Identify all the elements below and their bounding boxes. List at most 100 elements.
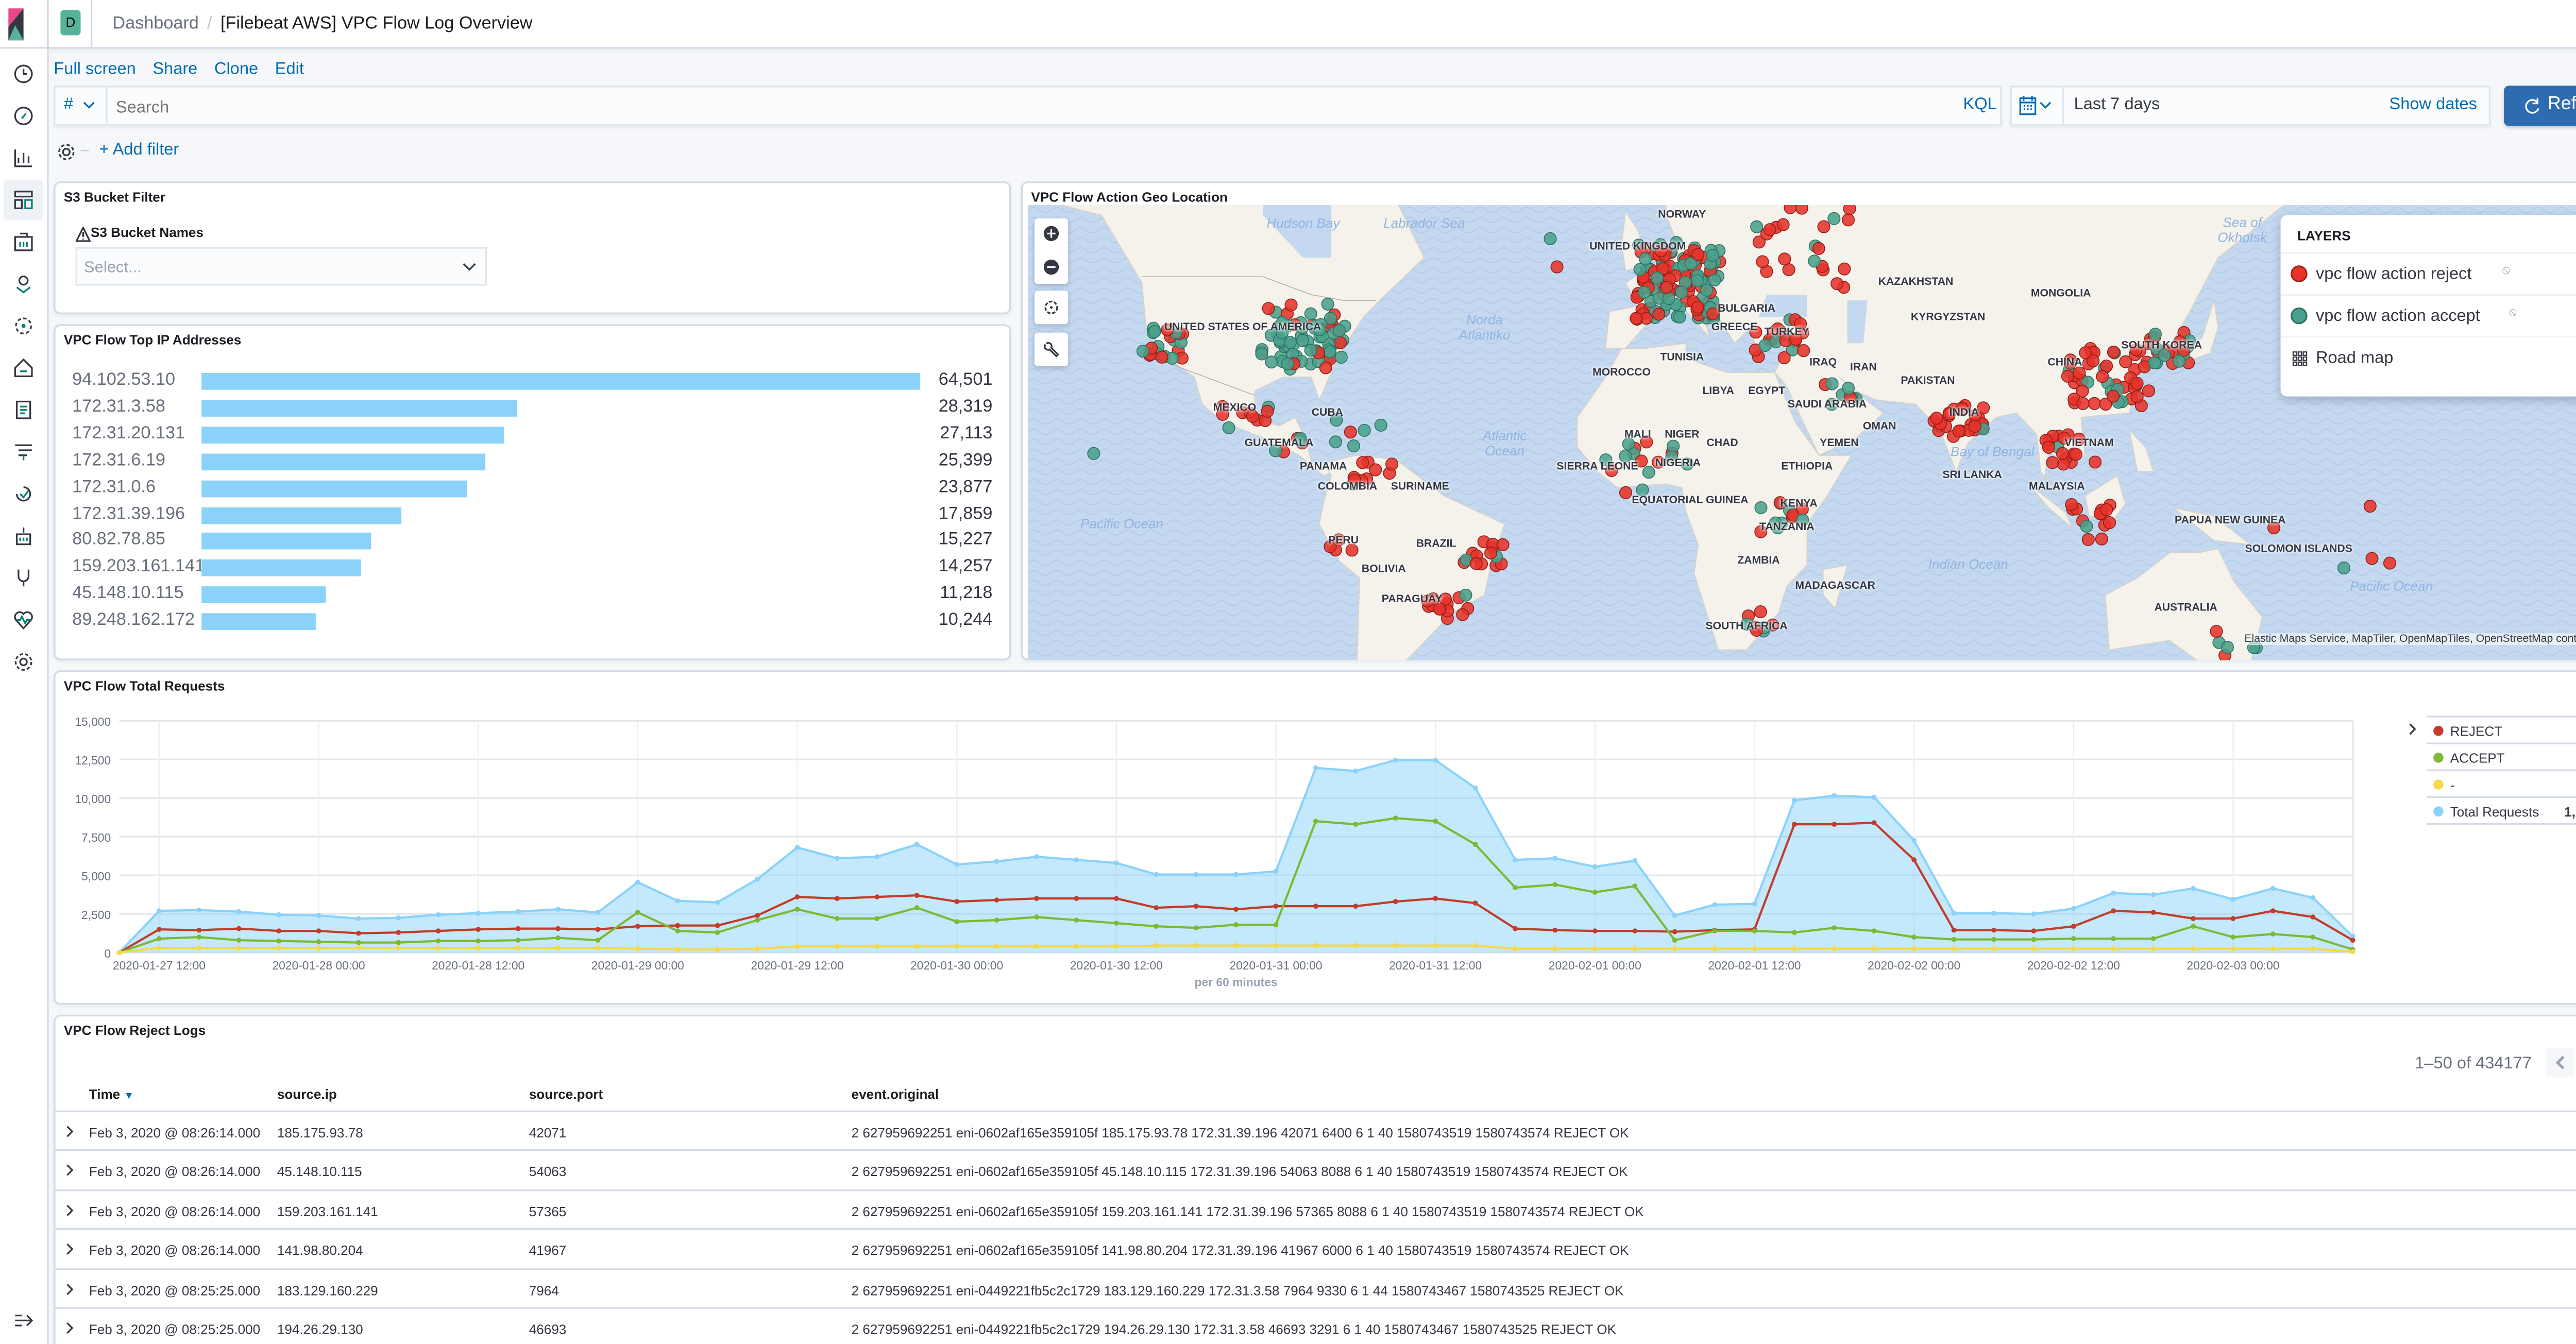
map-point-accept[interactable] <box>1825 377 1839 390</box>
data-point[interactable] <box>515 938 521 943</box>
map-point-reject[interactable] <box>1496 538 1510 552</box>
map-point-reject[interactable] <box>2065 498 2078 512</box>
map-point-reject[interactable] <box>1262 302 1275 315</box>
data-point[interactable] <box>1791 930 1797 935</box>
map-point-accept[interactable] <box>1740 617 1754 631</box>
map-point-accept[interactable] <box>1374 418 1387 432</box>
ip-bar[interactable] <box>201 480 468 497</box>
data-point[interactable] <box>1074 857 1079 863</box>
data-point[interactable] <box>1273 904 1279 909</box>
map-point-reject[interactable] <box>1706 307 1720 320</box>
map-point-reject[interactable] <box>2079 346 2092 360</box>
map-point-reject[interactable] <box>1319 361 1332 375</box>
ip-bar[interactable] <box>201 506 401 523</box>
data-point[interactable] <box>1871 928 1877 934</box>
data-point[interactable] <box>1911 838 1917 843</box>
map-point-accept[interactable] <box>1255 347 1268 361</box>
data-point[interactable] <box>635 910 640 915</box>
data-point[interactable] <box>874 916 880 922</box>
data-point[interactable] <box>1911 946 1917 951</box>
map-point-reject[interactable] <box>2076 384 2089 398</box>
data-point[interactable] <box>1752 946 1757 951</box>
table-row[interactable]: Feb 3, 2020 @ 08:26:14.000 45.148.10.115 5… <box>55 1150 2576 1190</box>
data-point[interactable] <box>276 912 281 917</box>
map-point-reject[interactable] <box>1843 205 1856 215</box>
visualize-icon[interactable] <box>10 144 37 171</box>
data-point[interactable] <box>2230 934 2236 940</box>
data-point[interactable] <box>914 944 920 949</box>
map-point-accept[interactable] <box>1324 312 1337 325</box>
data-point[interactable] <box>1353 904 1359 909</box>
data-point[interactable] <box>236 926 242 931</box>
map-point-accept[interactable] <box>1667 439 1680 453</box>
data-point[interactable] <box>1871 794 1877 800</box>
data-point[interactable] <box>1193 943 1199 948</box>
map-point-reject[interactable] <box>1246 410 1259 423</box>
map-point-accept[interactable] <box>1313 323 1327 336</box>
data-point[interactable] <box>2150 910 2156 915</box>
data-point[interactable] <box>1034 854 1039 860</box>
data-point[interactable] <box>1951 910 1957 916</box>
map-point-accept[interactable] <box>2221 640 2234 654</box>
data-point[interactable] <box>2111 908 2116 914</box>
map-point-reject[interactable] <box>1930 412 1943 425</box>
data-point[interactable] <box>1034 944 1039 949</box>
data-point[interactable] <box>1313 765 1318 771</box>
map-point-reject[interactable] <box>1605 464 1618 477</box>
data-point[interactable] <box>515 926 521 931</box>
map-point-accept[interactable] <box>1296 334 1309 347</box>
clock-icon[interactable] <box>10 60 37 87</box>
map-point-reject[interactable] <box>2046 456 2059 469</box>
map-point-reject[interactable] <box>1784 205 1797 214</box>
map-point-reject[interactable] <box>1777 351 1791 365</box>
data-point[interactable] <box>1353 768 1359 774</box>
kibana-logo[interactable] <box>0 0 47 49</box>
map-point-reject[interactable] <box>1656 262 1670 276</box>
data-point[interactable] <box>1273 922 1279 928</box>
map-point-reject[interactable] <box>1754 525 1768 538</box>
map-point-accept[interactable] <box>1690 274 1704 287</box>
data-point[interactable] <box>675 923 681 928</box>
data-point[interactable] <box>1752 901 1757 907</box>
map-point-accept[interactable] <box>1136 345 1149 358</box>
data-point[interactable] <box>396 930 401 935</box>
map-point-reject[interactable] <box>1155 350 1168 364</box>
data-point[interactable] <box>755 876 760 882</box>
data-point[interactable] <box>1791 797 1797 803</box>
zoom-in-icon[interactable] <box>1043 225 1060 242</box>
map-point-reject[interactable] <box>2096 370 2109 383</box>
data-point[interactable] <box>356 930 361 936</box>
data-point[interactable] <box>1273 943 1279 948</box>
data-point[interactable] <box>2111 946 2116 951</box>
data-point[interactable] <box>1113 921 1119 926</box>
map-point-reject[interactable] <box>2095 532 2108 546</box>
data-point[interactable] <box>1433 819 1438 824</box>
data-point[interactable] <box>1951 946 1957 951</box>
map-point-reject[interactable] <box>1348 473 1361 487</box>
data-point[interactable] <box>196 907 202 913</box>
map-point-reject[interactable] <box>2088 397 2101 410</box>
map-point-reject[interactable] <box>1469 557 1483 570</box>
expand-row-icon[interactable] <box>65 1322 74 1337</box>
map-point-reject[interactable] <box>2100 503 2113 516</box>
data-point[interactable] <box>1552 882 1558 888</box>
map-point-reject[interactable] <box>2072 432 2086 446</box>
column-header-time[interactable]: Time ▼ <box>89 1087 134 1102</box>
data-point[interactable] <box>156 908 162 914</box>
sort-desc-icon[interactable]: ▼ <box>124 1092 134 1102</box>
data-point[interactable] <box>1353 943 1359 948</box>
maps-icon[interactable] <box>10 270 37 297</box>
data-point[interactable] <box>236 945 242 951</box>
data-point[interactable] <box>1552 946 1558 951</box>
data-point[interactable] <box>2350 949 2355 955</box>
map-point-accept[interactable] <box>1754 501 1768 515</box>
clone-link[interactable]: Clone <box>214 60 259 79</box>
legend-item[interactable]: REJECT863 <box>2427 716 2576 744</box>
ip-bar[interactable] <box>201 559 361 577</box>
data-point[interactable] <box>595 938 601 943</box>
map-point-accept[interactable] <box>1706 249 1719 262</box>
map-point-accept[interactable] <box>1321 297 1334 311</box>
data-point[interactable] <box>196 934 202 940</box>
data-point[interactable] <box>874 894 880 900</box>
filter-settings-icon[interactable] <box>57 140 76 170</box>
